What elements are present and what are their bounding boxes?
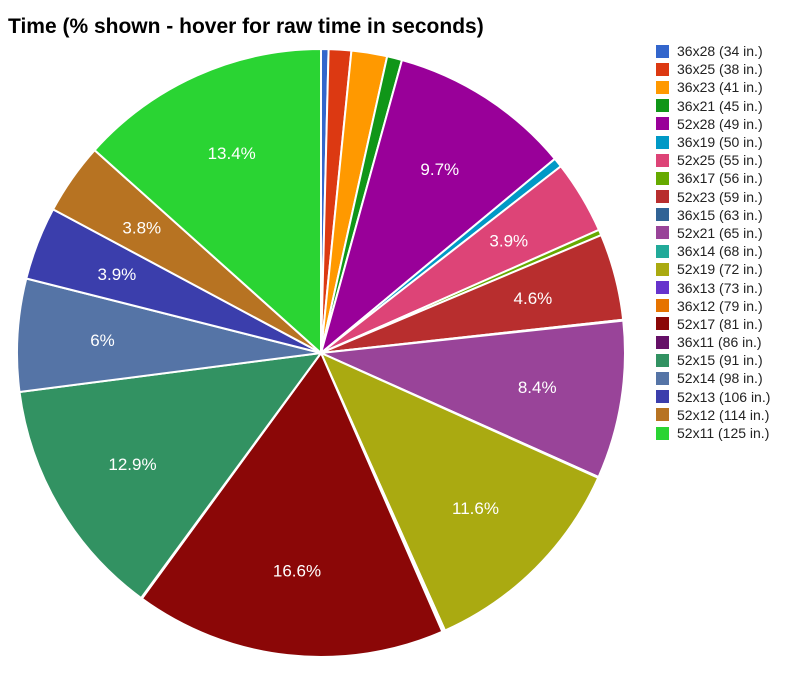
legend-item-0[interactable]: 36x28 (34 in.) — [656, 42, 770, 60]
slice-label-6: 3.9% — [489, 232, 528, 251]
legend-item-18[interactable]: 52x14 (98 in.) — [656, 369, 770, 387]
legend-label: 36x11 (86 in.) — [677, 334, 762, 351]
legend-swatch — [656, 353, 669, 367]
legend-swatch — [656, 390, 669, 404]
legend-label: 36x13 (73 in.) — [677, 279, 763, 296]
legend-label: 36x21 (45 in.) — [677, 97, 763, 114]
pie-slice-21[interactable] — [93, 47, 322, 356]
legend-item-20[interactable]: 52x12 (114 in.) — [656, 406, 770, 424]
slice-label-4: 9.7% — [420, 160, 459, 179]
legend-label: 36x28 (34 in.) — [677, 43, 763, 60]
slice-label-18: 6% — [90, 331, 115, 350]
legend-swatch — [656, 62, 669, 76]
legend-label: 52x19 (72 in.) — [677, 261, 763, 278]
legend-swatch — [656, 171, 669, 185]
pie-slice-12[interactable] — [319, 351, 600, 632]
legend-swatch — [656, 99, 669, 113]
legend-label: 52x15 (91 in.) — [677, 352, 763, 369]
legend-label: 52x17 (81 in.) — [677, 315, 763, 332]
slice-label-19: 3.9% — [98, 265, 137, 284]
legend-swatch — [656, 153, 669, 167]
legend-label: 36x17 (56 in.) — [677, 170, 763, 187]
legend-swatch — [656, 244, 669, 258]
legend-swatch — [656, 190, 669, 204]
legend-swatch — [656, 281, 669, 295]
legend-item-16[interactable]: 36x11 (86 in.) — [656, 333, 770, 351]
legend-item-10[interactable]: 52x21 (65 in.) — [656, 224, 770, 242]
legend-label: 52x12 (114 in.) — [677, 406, 770, 423]
legend-label: 36x23 (41 in.) — [677, 79, 763, 96]
legend-swatch — [656, 80, 669, 94]
legend-label: 36x15 (63 in.) — [677, 206, 763, 223]
pie-slice-10[interactable] — [317, 319, 626, 479]
slice-label-12: 11.6% — [452, 499, 499, 518]
legend-swatch — [656, 208, 669, 222]
legend-swatch — [656, 226, 669, 240]
legend-label: 52x13 (106 in.) — [677, 388, 771, 405]
legend-label: 36x12 (79 in.) — [677, 297, 763, 314]
legend-label: 52x23 (59 in.) — [677, 188, 763, 205]
legend-item-7[interactable]: 36x17 (56 in.) — [656, 169, 770, 187]
legend-swatch — [656, 408, 669, 422]
legend-item-8[interactable]: 52x23 (59 in.) — [656, 188, 770, 206]
legend-item-12[interactable]: 52x19 (72 in.) — [656, 260, 770, 278]
legend-item-17[interactable]: 52x15 (91 in.) — [656, 351, 770, 369]
pie-slice-4[interactable] — [319, 58, 557, 356]
legend-label: 36x14 (68 in.) — [677, 243, 763, 260]
legend-swatch — [656, 262, 669, 276]
slice-label-21: 13.4% — [208, 144, 256, 163]
legend-item-14[interactable]: 36x12 (79 in.) — [656, 297, 770, 315]
legend-item-13[interactable]: 36x13 (73 in.) — [656, 278, 770, 296]
legend-item-3[interactable]: 36x21 (45 in.) — [656, 97, 770, 115]
pie-slice-15[interactable] — [140, 351, 444, 658]
slice-label-15: 16.6% — [273, 562, 321, 581]
legend-swatch — [656, 44, 669, 58]
legend-label: 36x19 (50 in.) — [677, 134, 763, 151]
slice-label-8: 4.6% — [514, 289, 553, 308]
legend-item-9[interactable]: 36x15 (63 in.) — [656, 206, 770, 224]
legend-swatch — [656, 335, 669, 349]
legend-item-21[interactable]: 52x11 (125 in.) — [656, 424, 770, 442]
legend-label: 36x25 (38 in.) — [677, 61, 763, 78]
pie-slice-17[interactable] — [18, 351, 324, 600]
legend-item-15[interactable]: 52x17 (81 in.) — [656, 315, 770, 333]
legend: 36x28 (34 in.) 36x25 (38 in.) 36x23 (41 in… — [656, 42, 770, 442]
legend-swatch — [656, 371, 669, 385]
legend-swatch — [656, 135, 669, 149]
legend-item-5[interactable]: 36x19 (50 in.) — [656, 133, 770, 151]
legend-label: 52x28 (49 in.) — [677, 115, 763, 132]
legend-item-11[interactable]: 36x14 (68 in.) — [656, 242, 770, 260]
legend-item-6[interactable]: 52x25 (55 in.) — [656, 151, 770, 169]
legend-swatch — [656, 117, 669, 131]
legend-swatch — [656, 426, 669, 440]
legend-label: 52x25 (55 in.) — [677, 152, 763, 169]
legend-label: 52x14 (98 in.) — [677, 370, 763, 387]
chart-title: Time (% shown - hover for raw time in se… — [8, 15, 484, 38]
legend-swatch — [656, 299, 669, 313]
slice-label-17: 12.9% — [108, 455, 156, 474]
slice-label-10: 8.4% — [518, 378, 557, 397]
legend-label: 52x21 (65 in.) — [677, 224, 763, 241]
legend-item-4[interactable]: 52x28 (49 in.) — [656, 115, 770, 133]
legend-item-19[interactable]: 52x13 (106 in.) — [656, 388, 770, 406]
legend-item-1[interactable]: 36x25 (38 in.) — [656, 60, 770, 78]
legend-label: 52x11 (125 in.) — [677, 425, 770, 442]
legend-item-2[interactable]: 36x23 (41 in.) — [656, 78, 770, 96]
slice-label-20: 3.8% — [122, 218, 161, 237]
legend-swatch — [656, 317, 669, 331]
